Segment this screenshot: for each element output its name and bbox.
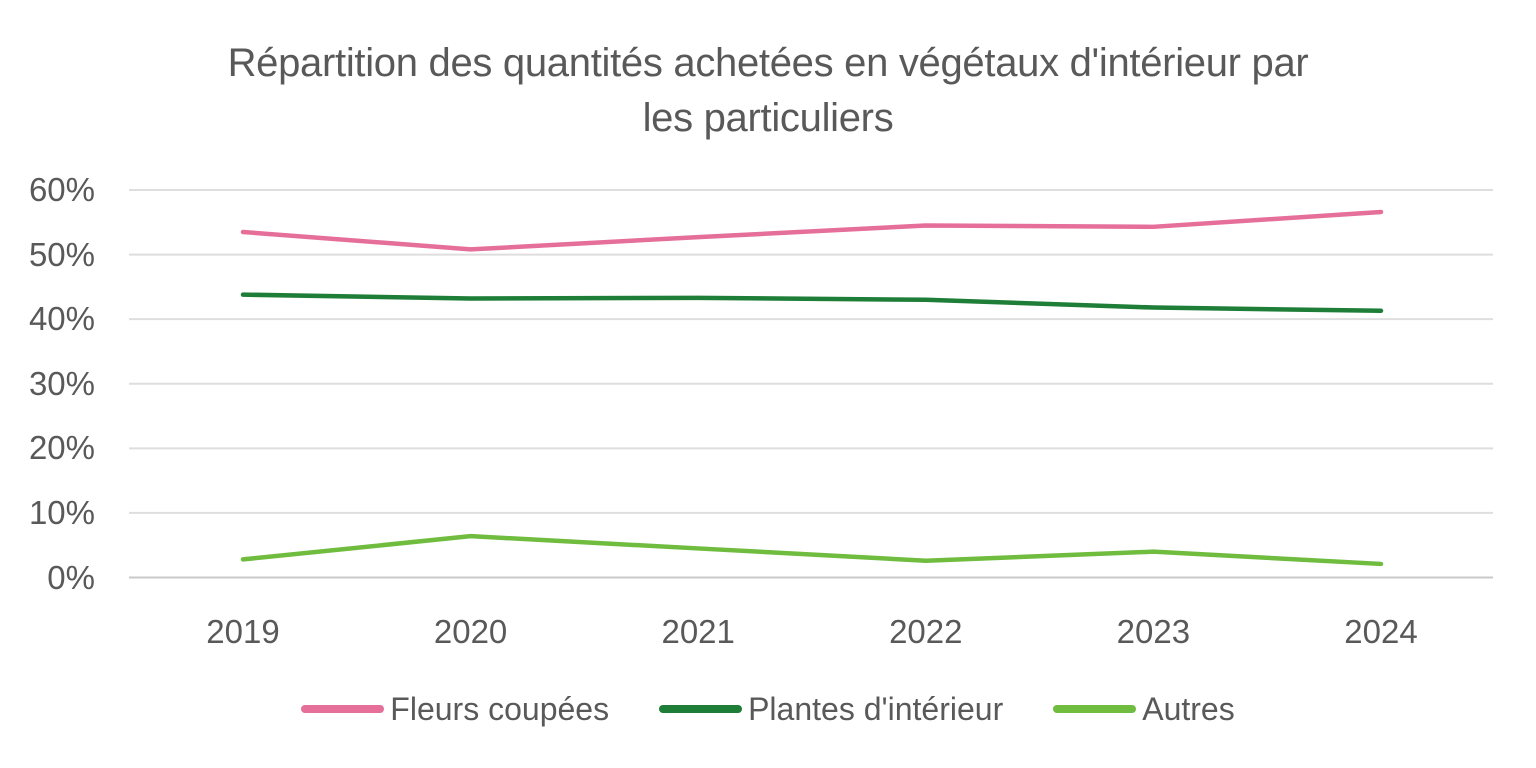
- line-series-plantes-d-interieur: [240, 292, 1384, 314]
- y-axis-label-40: 40%: [28, 300, 95, 338]
- legend-swatch-plantes-interieur: [659, 705, 743, 713]
- legend-label-autres: Autres: [1142, 690, 1235, 727]
- legend-label-fleurs-coupees: Fleurs coupées: [390, 690, 610, 727]
- legend-item-plantes-interieur: Plantes d'intérieur: [659, 691, 1003, 728]
- legend-swatch-fleurs-coupees: [301, 705, 385, 713]
- y-axis-label-30: 30%: [28, 364, 95, 402]
- x-axis-label-2022: 2022: [889, 613, 963, 650]
- y-axis-label-50: 50%: [28, 235, 95, 273]
- legend-label-plantes-interieur: Plantes d'intérieur: [748, 690, 1004, 727]
- x-axis-label-2021: 2021: [661, 613, 735, 650]
- y-axis-label-10: 10%: [28, 493, 95, 531]
- x-axis-label-2020: 2020: [433, 613, 508, 650]
- line-series-fleurs-coupees: [240, 209, 1384, 252]
- legend: Fleurs coupées Plantes d'intérieur Autre…: [0, 686, 1536, 732]
- y-axis-label-0: 0%: [47, 558, 95, 596]
- line-series-autres: [240, 533, 1384, 567]
- x-axis-label-2019: 2019: [206, 613, 280, 650]
- chart-title-line-1: Répartition des quantités achetées en vé…: [227, 41, 1309, 85]
- x-axis-label-2023: 2023: [1116, 613, 1191, 650]
- x-axis-label-2024: 2024: [1344, 613, 1418, 650]
- legend-swatch-autres: [1053, 705, 1137, 713]
- y-axis-label-20: 20%: [28, 429, 95, 467]
- legend-item-fleurs-coupees: Fleurs coupées: [301, 691, 609, 728]
- chart-title: Répartition des quantités achetées en vé…: [0, 36, 1536, 146]
- y-axis-label-60: 60%: [28, 171, 95, 208]
- legend-item-autres: Autres: [1053, 690, 1235, 728]
- chart-title-line-2: les particuliers: [642, 96, 894, 140]
